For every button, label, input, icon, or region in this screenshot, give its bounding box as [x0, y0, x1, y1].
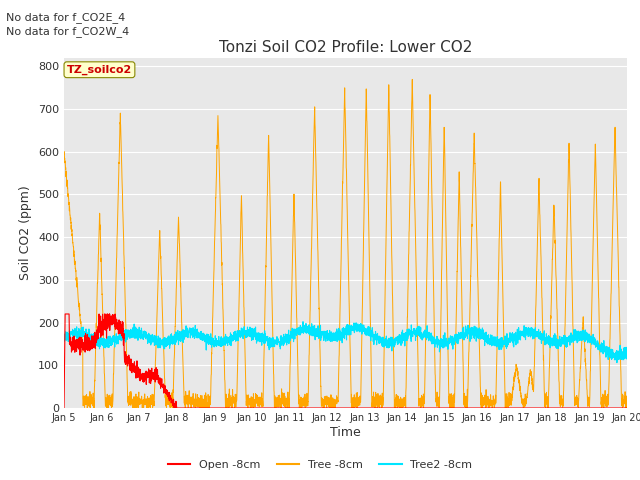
- Text: No data for f_CO2W_4: No data for f_CO2W_4: [6, 26, 130, 37]
- Legend: Open -8cm, Tree -8cm, Tree2 -8cm: Open -8cm, Tree -8cm, Tree2 -8cm: [163, 456, 477, 474]
- Title: Tonzi Soil CO2 Profile: Lower CO2: Tonzi Soil CO2 Profile: Lower CO2: [219, 40, 472, 55]
- Text: TZ_soilco2: TZ_soilco2: [67, 65, 132, 75]
- Y-axis label: Soil CO2 (ppm): Soil CO2 (ppm): [19, 185, 33, 280]
- Text: No data for f_CO2E_4: No data for f_CO2E_4: [6, 12, 125, 23]
- X-axis label: Time: Time: [330, 426, 361, 439]
